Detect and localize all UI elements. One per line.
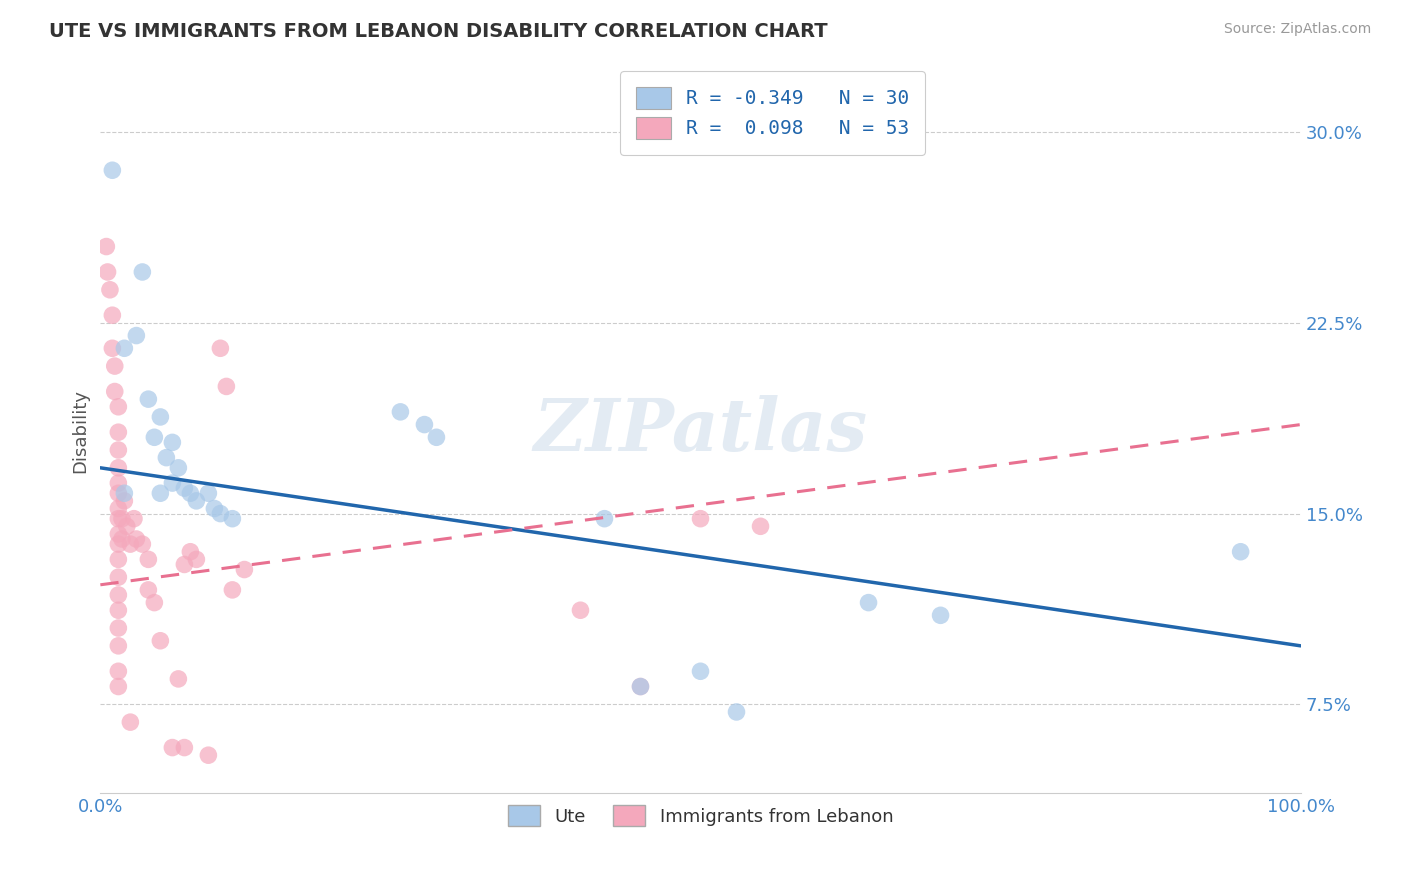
Point <box>149 633 172 648</box>
Point <box>111 532 134 546</box>
Point <box>167 672 190 686</box>
Legend: Ute, Immigrants from Lebanon: Ute, Immigrants from Lebanon <box>499 797 903 835</box>
Point <box>107 680 129 694</box>
Point <box>107 552 129 566</box>
Text: Source: ZipAtlas.com: Source: ZipAtlas.com <box>1223 22 1371 37</box>
Point <box>107 501 129 516</box>
Point <box>569 603 592 617</box>
Point <box>112 341 135 355</box>
Point <box>107 621 129 635</box>
Point <box>162 740 184 755</box>
Point <box>858 596 880 610</box>
Point <box>202 501 225 516</box>
Point <box>107 460 129 475</box>
Point <box>233 563 256 577</box>
Point <box>179 545 201 559</box>
Point <box>122 511 145 525</box>
Point <box>107 570 129 584</box>
Point <box>107 527 129 541</box>
Point <box>197 486 219 500</box>
Point <box>112 494 135 508</box>
Point <box>107 442 129 457</box>
Point <box>179 486 201 500</box>
Point <box>138 552 160 566</box>
Text: ZIPatlas: ZIPatlas <box>533 395 868 467</box>
Point <box>107 537 129 551</box>
Point <box>167 460 190 475</box>
Point <box>197 748 219 763</box>
Point <box>149 486 172 500</box>
Point <box>215 379 238 393</box>
Point <box>107 665 129 679</box>
Point <box>131 265 153 279</box>
Point <box>1229 545 1251 559</box>
Point <box>749 519 772 533</box>
Point <box>96 239 118 253</box>
Point <box>689 665 711 679</box>
Text: UTE VS IMMIGRANTS FROM LEBANON DISABILITY CORRELATION CHART: UTE VS IMMIGRANTS FROM LEBANON DISABILIT… <box>49 22 828 41</box>
Point <box>186 494 208 508</box>
Point <box>209 341 232 355</box>
Point <box>593 511 616 525</box>
Point <box>221 511 243 525</box>
Point <box>143 430 166 444</box>
Point <box>173 740 195 755</box>
Point <box>725 705 748 719</box>
Point <box>104 384 127 399</box>
Point <box>107 511 129 525</box>
Point <box>96 265 118 279</box>
Point <box>107 486 129 500</box>
Point <box>209 507 232 521</box>
Point <box>111 511 134 525</box>
Point <box>162 476 184 491</box>
Point <box>107 588 129 602</box>
Point <box>107 400 129 414</box>
Point <box>630 680 652 694</box>
Point <box>221 582 243 597</box>
Point <box>120 715 142 730</box>
Point <box>630 680 652 694</box>
Point <box>131 537 153 551</box>
Point <box>929 608 952 623</box>
Point <box>413 417 436 432</box>
Point <box>107 603 129 617</box>
Point <box>138 582 160 597</box>
Point <box>98 283 121 297</box>
Point <box>162 435 184 450</box>
Point <box>104 359 127 373</box>
Point <box>101 308 124 322</box>
Y-axis label: Disability: Disability <box>72 389 89 473</box>
Point <box>389 405 412 419</box>
Point <box>149 409 172 424</box>
Point <box>689 511 711 525</box>
Point <box>101 163 124 178</box>
Point <box>143 596 166 610</box>
Point <box>107 476 129 491</box>
Point <box>107 639 129 653</box>
Point <box>120 537 142 551</box>
Point <box>101 341 124 355</box>
Point <box>125 328 148 343</box>
Point <box>115 519 138 533</box>
Point <box>173 558 195 572</box>
Point <box>155 450 177 465</box>
Point <box>112 486 135 500</box>
Point <box>107 425 129 440</box>
Point <box>173 481 195 495</box>
Point <box>125 532 148 546</box>
Point <box>186 552 208 566</box>
Point <box>138 392 160 406</box>
Point <box>425 430 447 444</box>
